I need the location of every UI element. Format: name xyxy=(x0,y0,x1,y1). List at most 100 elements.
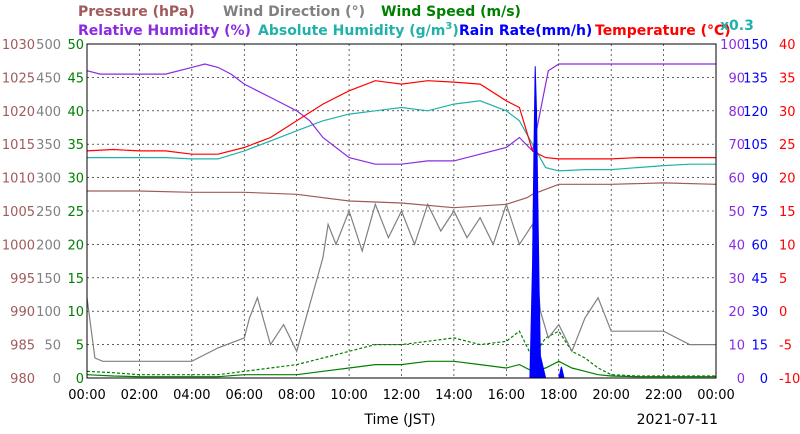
y-tick-rain-rate: 135 xyxy=(743,71,768,86)
y-tick-pressure: 1020 xyxy=(2,105,35,120)
x-tick-label: 08:00 xyxy=(278,388,315,403)
x-tick-label: 12:00 xyxy=(383,388,420,403)
y-tick-pressure: 1025 xyxy=(2,71,35,86)
y-tick-wind-direction: 200 xyxy=(36,238,61,253)
y-tick-wind-speed: 0 xyxy=(76,372,84,387)
x-tick-label: 22:00 xyxy=(645,388,682,403)
y-tick-pressure: 980 xyxy=(10,372,35,387)
y-tick-wind-speed: 45 xyxy=(67,71,84,86)
legend-absolute-humidity-main: Absolute Humidity (g/m xyxy=(258,23,445,39)
y-tick-pressure: 1005 xyxy=(2,205,35,220)
y-tick-pressure: 990 xyxy=(10,305,35,320)
legend-relative-humidity: Relative Humidity (%) xyxy=(78,23,251,39)
y-tick-temperature: 10 xyxy=(779,238,796,253)
y-tick-pressure: 1015 xyxy=(2,138,35,153)
y-tick-temperature: 30 xyxy=(779,105,796,120)
y-tick-wind-direction: 250 xyxy=(36,205,61,220)
y-tick-wind-speed: 25 xyxy=(67,205,84,220)
y-tick-rain-rate: 75 xyxy=(751,205,768,220)
x-tick-label: 16:00 xyxy=(488,388,525,403)
legend-rain-rate: Rain Rate(mm/h) xyxy=(459,23,592,39)
y-tick-rain-rate: 30 xyxy=(751,305,768,320)
legend-abs-humidity-scale: x0.3 xyxy=(720,18,754,34)
series-wind-direction xyxy=(86,202,716,362)
y-tick-wind-direction: 300 xyxy=(36,172,61,187)
series-pressure xyxy=(87,182,717,209)
y-tick-wind-speed: 35 xyxy=(67,138,84,153)
date-label: 2021-07-11 xyxy=(637,412,718,428)
x-axis-ticks: 00:00 02:00 04:00 06:00 08:00 10:00 12:00 14:00… xyxy=(68,388,734,403)
y-tick-rain-rate: 150 xyxy=(743,38,768,53)
y-tick-relative-humidity: 80 xyxy=(728,105,745,120)
y-tick-wind-speed: 50 xyxy=(67,38,84,53)
y-tick-rain-rate: 120 xyxy=(743,105,768,120)
y-tick-relative-humidity: 70 xyxy=(728,138,745,153)
y-tick-wind-direction: 500 xyxy=(36,38,61,53)
y-tick-relative-humidity: 60 xyxy=(728,172,745,187)
x-tick-label: 06:00 xyxy=(226,388,263,403)
y-tick-relative-humidity: 20 xyxy=(728,305,745,320)
y-tick-temperature: 40 xyxy=(779,38,796,53)
legend-absolute-humidity: Absolute Humidity (g/m3) xyxy=(258,21,459,39)
y-axis-ticks: 9809859909951000100510101015102010251030… xyxy=(2,38,800,387)
y-tick-pressure: 1000 xyxy=(2,238,35,253)
series-wind-gust xyxy=(86,330,716,377)
y-tick-pressure: 1010 xyxy=(2,172,35,187)
y-tick-rain-rate: 15 xyxy=(751,339,768,354)
y-tick-wind-speed: 15 xyxy=(67,272,84,287)
y-tick-rain-rate: 45 xyxy=(751,272,768,287)
y-tick-temperature: -10 xyxy=(779,372,800,387)
y-tick-wind-direction: 450 xyxy=(36,71,61,86)
x-tick-label: 04:00 xyxy=(173,388,210,403)
y-tick-wind-direction: 100 xyxy=(36,305,61,320)
legend-absolute-humidity-sup: 3 xyxy=(445,21,452,32)
x-tick-label: 00:00 xyxy=(697,388,734,403)
x-axis-label: Time (JST) xyxy=(363,412,435,428)
x-tick-label: 20:00 xyxy=(592,388,629,403)
y-tick-pressure: 985 xyxy=(10,339,35,354)
y-tick-wind-direction: 0 xyxy=(53,372,61,387)
y-tick-pressure: 995 xyxy=(10,272,35,287)
y-tick-rain-rate: 0 xyxy=(760,372,768,387)
y-tick-relative-humidity: 50 xyxy=(728,205,745,220)
x-tick-label: 10:00 xyxy=(330,388,367,403)
y-tick-relative-humidity: 100 xyxy=(720,38,745,53)
y-tick-relative-humidity: 90 xyxy=(728,71,745,86)
y-tick-wind-speed: 20 xyxy=(67,238,84,253)
series-absolute-humidity xyxy=(87,100,716,172)
legend-temperature: Temperature (°C) xyxy=(595,23,731,39)
y-tick-relative-humidity: 0 xyxy=(737,372,745,387)
y-tick-wind-direction: 50 xyxy=(44,339,61,354)
y-tick-wind-speed: 30 xyxy=(67,172,84,187)
x-tick-label: 14:00 xyxy=(435,388,472,403)
y-tick-wind-speed: 10 xyxy=(67,305,84,320)
y-tick-relative-humidity: 30 xyxy=(728,272,745,287)
y-tick-temperature: 20 xyxy=(779,172,796,187)
y-tick-relative-humidity: 10 xyxy=(728,339,745,354)
y-tick-temperature: 35 xyxy=(779,71,796,86)
y-tick-wind-direction: 400 xyxy=(36,105,61,120)
y-tick-rain-rate: 90 xyxy=(751,172,768,187)
y-tick-wind-direction: 150 xyxy=(36,272,61,287)
y-tick-temperature: 0 xyxy=(779,305,787,320)
y-tick-temperature: 5 xyxy=(779,272,787,287)
y-tick-temperature: 25 xyxy=(779,138,796,153)
series-relative-humidity xyxy=(86,63,716,165)
legend-wind-speed: Wind Speed (m/s) xyxy=(381,4,521,20)
plot-frame xyxy=(86,43,717,379)
x-tick-label: 00:00 xyxy=(68,388,105,403)
x-tick-label: 02:00 xyxy=(121,388,158,403)
y-tick-wind-direction: 350 xyxy=(36,138,61,153)
y-tick-rain-rate: 60 xyxy=(751,238,768,253)
series-wind-speed xyxy=(86,360,716,378)
y-tick-temperature: 15 xyxy=(779,205,796,220)
legend-wind-direction: Wind Direction (°) xyxy=(223,4,365,20)
y-tick-wind-speed: 5 xyxy=(76,339,84,354)
y-tick-temperature: -5 xyxy=(779,339,792,354)
y-tick-rain-rate: 105 xyxy=(743,138,768,153)
y-tick-wind-speed: 40 xyxy=(67,105,84,120)
y-tick-relative-humidity: 40 xyxy=(728,238,745,253)
series-temperature xyxy=(86,80,716,160)
legend-pressure: Pressure (hPa) xyxy=(78,4,195,20)
